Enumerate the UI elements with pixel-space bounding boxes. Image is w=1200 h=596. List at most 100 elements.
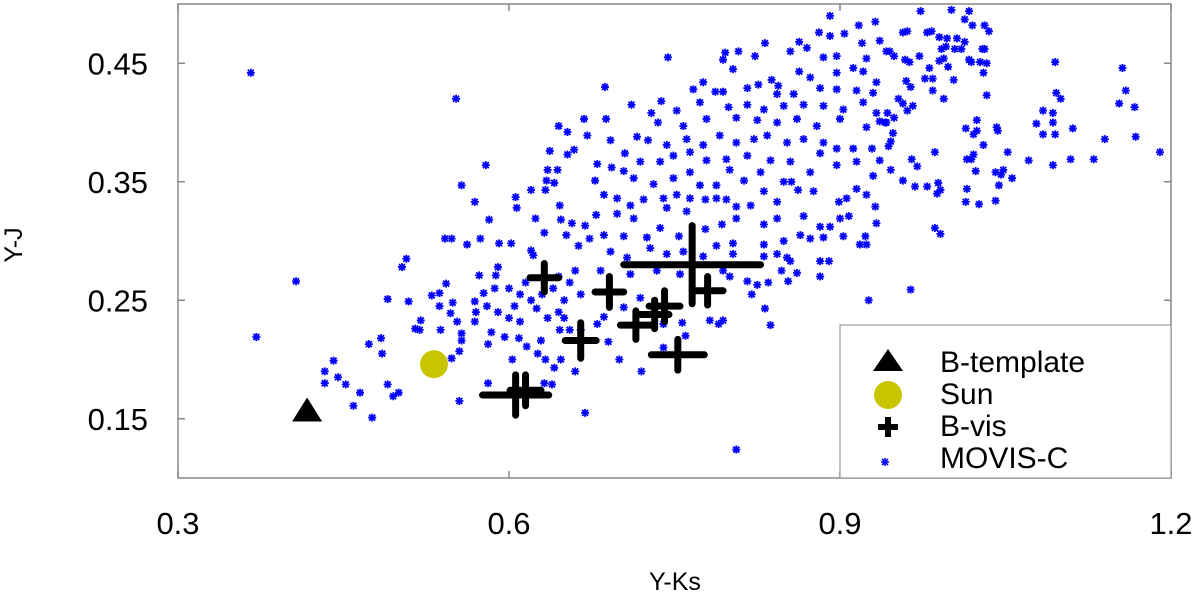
movis-c-point [508,355,517,364]
movis-c-point [662,250,671,259]
movis-c-point [916,7,925,16]
movis-c-point [436,325,445,334]
movis-c-point [435,302,444,311]
movis-c-point [749,135,758,144]
movis-c-point [453,317,462,326]
movis-c-point [613,209,622,218]
movis-c-point [962,184,971,193]
movis-c-point [806,168,815,177]
movis-c-point [556,215,565,224]
movis-c-point [562,231,571,240]
movis-c-point [907,155,916,164]
movis-c-point [389,392,398,401]
movis-c-point [542,176,551,185]
movis-c-point [574,241,583,250]
movis-c-point [862,190,871,199]
movis-c-point [712,241,721,250]
movis-c-point [965,7,974,16]
movis-c-point [442,279,451,288]
legend-label-movis-c: MOVIS-C [940,442,1068,475]
movis-c-point [795,67,804,76]
movis-c-point [779,237,788,245]
movis-c-point [672,190,681,199]
movis-c-point [514,334,523,343]
movis-c-point [663,53,672,62]
movis-c-point [779,101,788,110]
movis-c-point [550,363,559,372]
movis-c-point [968,21,977,30]
movis-c-point [447,354,456,363]
movis-c-point [531,214,540,223]
movis-c-point [484,340,493,349]
movis-c-point [732,445,741,454]
movis-c-point [1003,148,1012,157]
movis-c-point [871,17,880,26]
movis-c-point [482,302,491,311]
movis-c-point [679,122,688,131]
movis-c-point [923,182,932,191]
movis-c-point [816,222,825,231]
movis-c-point [479,289,488,298]
movis-c-point [991,168,1000,177]
movis-c-point [832,52,841,61]
movis-c-point [802,43,811,52]
movis-c-point [649,180,658,189]
y-tick-label: 0.15 [88,402,148,437]
movis-c-point [702,156,711,165]
movis-c-point [596,266,605,275]
movis-c-point [452,94,461,103]
movis-c-point [898,28,907,37]
movis-c-point [626,201,635,210]
movis-c-point [884,142,893,151]
movis-c-point [602,114,611,123]
movis-c-point [554,308,563,317]
movis-c-point [934,178,943,187]
movis-c-point [967,58,976,67]
b-vis-point [647,335,708,374]
movis-c-point [759,252,768,261]
movis-c-point [656,223,665,232]
movis-c-point [455,347,464,356]
legend-label-b-template: B-template [940,346,1085,379]
movis-c-point [714,319,723,328]
movis-c-point [743,277,752,286]
movis-c-point [901,55,910,64]
movis-c-point [719,87,728,96]
movis-c-point [599,190,608,199]
movis-c-point [581,221,590,230]
movis-c-point [751,52,760,61]
movis-c-point [1052,88,1061,97]
movis-c-point [383,295,392,304]
movis-c-point [541,355,550,364]
sun-point [419,350,448,379]
movis-c-point [832,161,841,170]
b-vis-point [526,260,563,296]
movis-c-point [872,109,881,118]
movis-c-point [923,28,932,37]
movis-c-point [510,302,519,311]
movis-c-point [905,58,914,67]
movis-c-point [832,85,841,94]
movis-c-point [947,5,956,14]
movis-c-point [685,168,694,177]
movis-c-point [824,257,833,266]
movis-c-point [644,136,653,145]
movis-c-point [647,109,656,118]
movis-c-point [792,114,801,123]
x-tick-label: 0.9 [818,506,861,541]
movis-c-point [994,181,1003,190]
movis-c-point [476,234,485,243]
movis-c-point [629,174,638,183]
movis-c-point [961,124,970,133]
movis-c-point [699,78,708,87]
movis-c-point [580,114,589,123]
movis-c-point [826,31,835,40]
movis-c-point [787,177,796,186]
movis-c-point [701,225,710,234]
movis-c-point [377,334,386,343]
b-vis-point [506,371,545,410]
movis-c-point [471,308,480,317]
movis-c-point [773,90,782,99]
movis-c-point [1100,135,1109,144]
movis-c-point [937,45,946,54]
